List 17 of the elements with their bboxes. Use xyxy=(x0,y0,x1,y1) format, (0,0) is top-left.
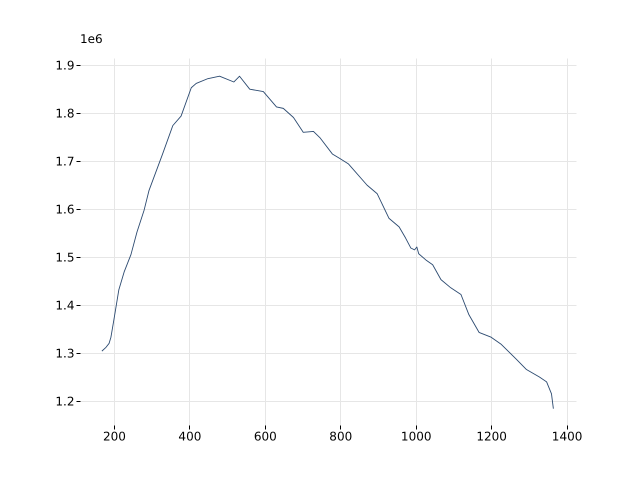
x-tick-label: 1400 xyxy=(552,430,582,444)
y-tick-label: 1.9 xyxy=(55,58,74,73)
y-tick-label: 1.4 xyxy=(55,298,74,313)
x-tick-label: 800 xyxy=(329,430,352,444)
x-tick-label: 1000 xyxy=(400,430,432,444)
y-tick-label: 1.5 xyxy=(55,250,74,265)
x-tick-label: 400 xyxy=(178,430,202,444)
text: 1e6 xyxy=(80,32,103,46)
line-series xyxy=(101,76,554,410)
y-tick-label: 1.2 xyxy=(55,394,74,409)
x-tick-label: 200 xyxy=(102,430,126,444)
y-tick-label: 1.7 xyxy=(55,154,74,169)
x-tick-label: 1200 xyxy=(476,430,507,444)
y-tick-label: 1.3 xyxy=(55,346,74,361)
x-tick-label: 600 xyxy=(254,430,277,444)
y-tick-label: 1.6 xyxy=(55,202,74,217)
y-tick-label: 1.8 xyxy=(55,106,74,121)
